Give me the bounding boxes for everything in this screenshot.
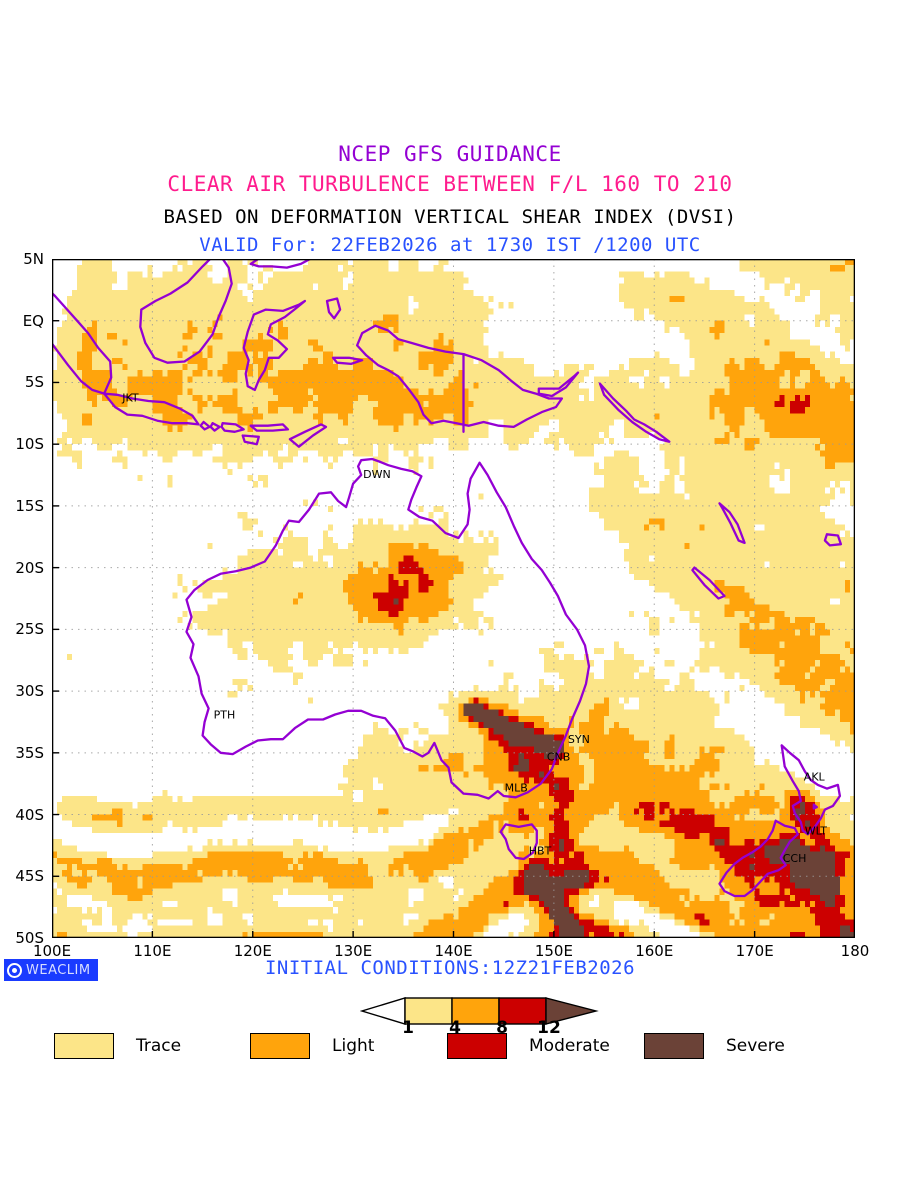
weaclim-branding: WEACLIM [4, 959, 98, 981]
coastline [537, 371, 580, 398]
coastline-layer [52, 259, 843, 898]
coastline [139, 259, 233, 364]
coastline [355, 324, 564, 429]
lon-tick-label: 150E [534, 942, 573, 960]
lat-tick-label: 10S [15, 435, 44, 454]
legend-swatch [644, 1033, 704, 1059]
city-label: MLB [505, 781, 528, 794]
lon-tick-label: 140E [434, 942, 473, 960]
circle-logo-icon [7, 962, 22, 978]
coastline [598, 382, 671, 443]
city-label: CCH [783, 852, 807, 865]
coastline [241, 434, 260, 446]
colorbar-tick: 12 [537, 1018, 561, 1038]
legend-item-light: Light [250, 1032, 374, 1060]
colorbar-tick: 8 [496, 1018, 508, 1038]
coastline [199, 420, 211, 431]
coastline [812, 803, 819, 810]
coastline [185, 457, 591, 800]
lat-tick-label: 5N [23, 250, 44, 268]
legend-label: Severe [726, 1036, 785, 1056]
city-label: HBT [529, 844, 552, 857]
coastline [823, 533, 843, 547]
city-label: PTH [214, 709, 236, 722]
coastline [499, 823, 538, 861]
lon-tick-label: 120E [233, 942, 272, 960]
legend-item-trace: Trace [54, 1032, 181, 1060]
city-label-layer: JKT DWN PTH MLB SYN CNB HBT AKL WLT CCH [121, 391, 827, 864]
lat-tick-label: EQ [22, 311, 44, 330]
legend-swatch [250, 1033, 310, 1059]
lat-tick-label: 35S [15, 743, 44, 762]
map-frame [52, 259, 855, 938]
lat-tick-label: 5S [24, 373, 44, 392]
coastline [249, 423, 290, 432]
lon-tick-label: 110E [133, 942, 172, 960]
coastline [718, 502, 746, 545]
legend-swatch [54, 1033, 114, 1059]
lon-tick-label: 130E [334, 942, 373, 960]
colorbar-seg-trace [404, 997, 453, 1025]
map-svg: JKT DWN PTH MLB SYN CNB HBT AKL WLT CCH [52, 259, 855, 938]
legend-row: Trace Light Moderate Severe [0, 1032, 900, 1062]
city-label: DWN [363, 468, 391, 481]
legend-label: Moderate [529, 1036, 610, 1056]
colorbar-seg-severe [545, 997, 599, 1025]
legend-item-severe: Severe [644, 1032, 785, 1060]
legend-label: Light [332, 1036, 375, 1056]
city-label: WLT [805, 825, 827, 838]
colorbar-seg-light [451, 997, 500, 1025]
legend-label: Trace [136, 1036, 182, 1056]
coastline [331, 356, 364, 366]
title-product: CLEAR AIR TURBULENCE BETWEEN F/L 160 TO … [167, 172, 733, 196]
coastline [52, 291, 113, 395]
colorbar-tick-labels: 1 4 8 12 [0, 1018, 900, 1040]
lon-tick-label: 100E [32, 942, 72, 960]
lat-tick-label: 40S [15, 805, 44, 824]
title-model: NCEP GFS GUIDANCE [338, 142, 562, 166]
lat-tick-label: 45S [15, 867, 44, 886]
coastline [691, 566, 726, 600]
weaclim-label: WEACLIM [26, 962, 91, 978]
coastline [220, 422, 245, 433]
colorbar-tick: 4 [449, 1018, 461, 1038]
legend-item-moderate: Moderate [447, 1032, 610, 1060]
lat-tick-label: 15S [15, 496, 44, 515]
coastline [325, 297, 342, 320]
legend-swatch [447, 1033, 507, 1059]
city-label: AKL [804, 770, 826, 783]
lat-tick-label: 30S [15, 682, 44, 701]
coastline [780, 744, 842, 836]
coastline [718, 819, 799, 898]
map-panel[interactable]: JKT DWN PTH MLB SYN CNB HBT AKL WLT CCH [52, 259, 855, 938]
lat-tick-label: 20S [15, 558, 44, 577]
lon-tick-label: 170E [735, 942, 774, 960]
title-basis: BASED ON DEFORMATION VERTICAL SHEAR INDE… [163, 206, 737, 228]
lat-tick-label: 25S [15, 620, 44, 639]
lat-tick-label: 50S [15, 929, 44, 947]
coastline [288, 423, 328, 448]
coastline [209, 422, 221, 432]
coastline [249, 259, 312, 269]
city-label: CNB [547, 751, 570, 764]
lon-tick-label: 180 [840, 942, 870, 960]
city-label: JKT [121, 391, 139, 404]
coastline [103, 392, 200, 426]
lon-tick-label: 160E [635, 942, 674, 960]
city-label: SYN [568, 733, 590, 746]
colorbar-tick: 1 [402, 1018, 414, 1038]
title-valid-time: VALID For: 22FEB2026 at 1730 IST /1200 U… [199, 234, 701, 256]
coastline [242, 299, 307, 392]
initial-conditions-label: INITIAL CONDITIONS:12Z21FEB2026 [264, 957, 636, 979]
colorbar [360, 997, 599, 1025]
